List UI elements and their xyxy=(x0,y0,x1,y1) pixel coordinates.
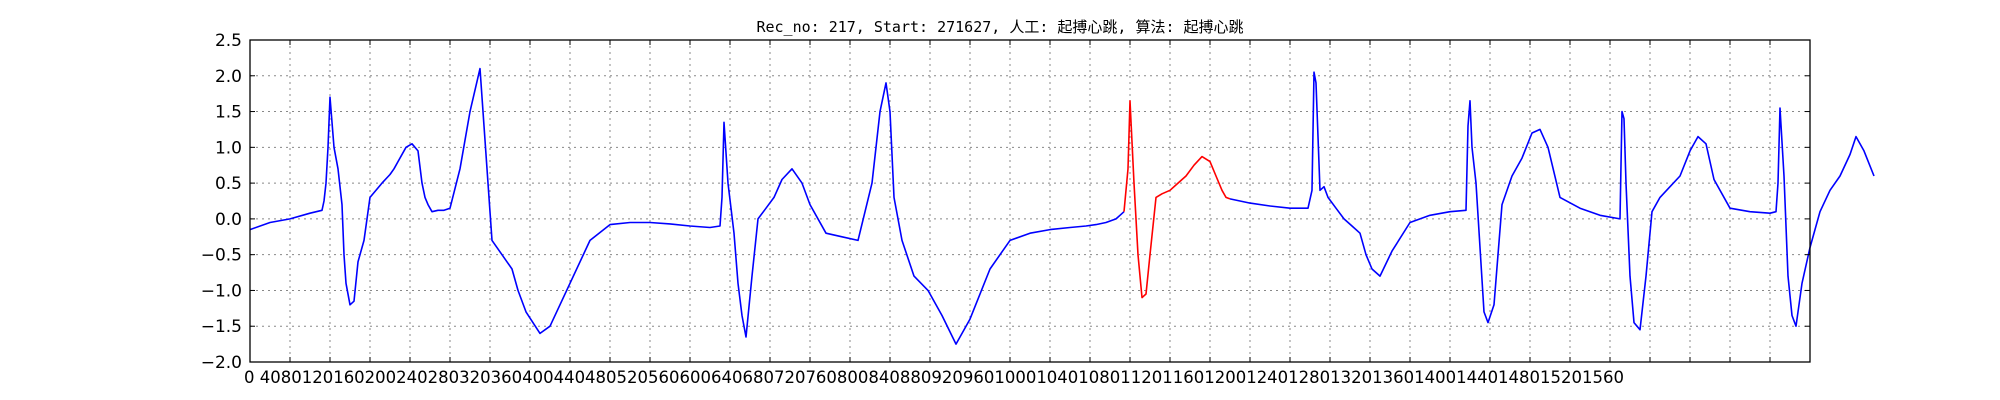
y-tick-label: −1.0 xyxy=(201,281,242,301)
y-tick-label: −0.5 xyxy=(201,246,242,266)
x-tick-label-strip: 0 40801201602002402803203604004404805205… xyxy=(244,368,1624,388)
y-tick-label: 0.5 xyxy=(215,174,242,194)
y-tick-label: 1.0 xyxy=(215,138,242,158)
tick-marks xyxy=(249,39,1811,363)
grid-lines xyxy=(250,40,1810,362)
plot-frame xyxy=(249,39,1811,363)
ecg-signal-line xyxy=(1229,71,1875,331)
y-tick-label: −2.0 xyxy=(201,353,242,373)
chart-title: Rec_no: 217, Start: 271627, 人工: 起搏心跳, 算法… xyxy=(756,18,1243,36)
series-layer xyxy=(249,67,1875,345)
y-tick-label: 2.0 xyxy=(215,67,242,87)
y-tick-label: 2.5 xyxy=(215,31,242,51)
highlighted-beat-line xyxy=(1123,100,1231,299)
ecg-signal-line xyxy=(249,67,1125,345)
y-tick-label: −1.5 xyxy=(201,317,242,337)
y-tick-label: 1.5 xyxy=(215,103,242,123)
y-tick-label: 0.0 xyxy=(215,210,242,230)
y-tick-labels: 2.5 2.0 1.5 1.0 0.5 0.0 −0.5 −1.0 −1.5 −2.0 xyxy=(201,31,242,373)
